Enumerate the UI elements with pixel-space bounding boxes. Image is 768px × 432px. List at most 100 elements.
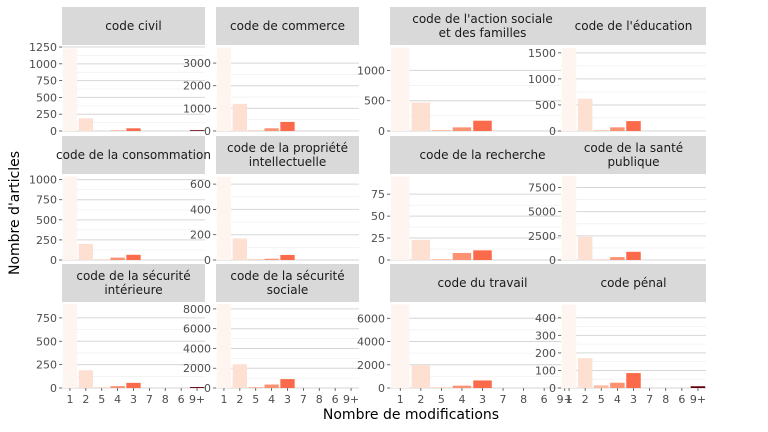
x-tick-label: 9+ [557,393,573,406]
bar [248,130,263,131]
bar [473,120,492,131]
x-tick-label: 6 [678,393,685,406]
y-tick-label: 300 [535,329,556,342]
y-tick-label: 1500 [528,47,556,60]
bar [561,304,577,388]
bar [110,130,125,131]
y-tick-label: 100 [535,364,556,377]
facet-title: code de l'éducation [575,19,693,33]
y-tick-label: 200 [190,229,211,242]
y-tick-label: 0 [204,254,211,267]
bar [189,130,205,131]
facet-strip [62,264,205,302]
bar [452,127,472,131]
facet-panel: code de la consommation 0 250 500 750 1000 [29,136,211,267]
bar [594,385,609,388]
y-tick-label: 0 [378,382,385,395]
x-tick-label: 5 [598,393,605,406]
y-tick-label: 500 [36,91,57,104]
bar [110,386,125,388]
y-tick-label: 500 [36,214,57,227]
bar [62,303,78,388]
y-tick-label: 2000 [183,80,211,93]
y-tick-label: 0 [378,125,385,138]
y-tick-label: 500 [364,95,385,108]
bar [62,176,78,260]
y-tick-label: 1000 [357,64,385,77]
x-tick-label: 7 [646,393,653,406]
y-tick-label: 0 [50,382,57,395]
facet-strip [62,7,205,45]
facet-title: code de la recherche [420,148,546,162]
y-tick-label: 8000 [183,303,211,316]
y-axis-title: Nombre d'articles [7,151,23,275]
facet-title: publique [607,155,659,169]
facet-title: intellectuelle [249,155,326,169]
bar [610,257,625,260]
y-tick-label: 0 [549,254,556,267]
y-tick-label: 200 [535,347,556,360]
bar [126,382,141,388]
x-tick-label: 3 [630,393,637,406]
y-tick-label: 7500 [528,182,556,195]
bar [577,98,593,131]
y-tick-label: 1000 [29,174,57,187]
facet-panel: code de commerce 0 1000 2000 3000 [183,7,359,138]
bar [690,386,706,388]
bar [280,379,295,388]
facet-title: et des familles [439,26,527,40]
y-tick-label: 4000 [183,342,211,355]
bar [411,239,431,260]
y-tick-label: 6000 [357,312,385,325]
x-tick-label: 2 [82,393,89,406]
facet-title: code de la sécurité [230,269,344,283]
facet-panel: code civil 0 250 500 750 1000 1250 [29,7,205,138]
facet-title: code pénal [600,276,666,290]
bar [432,387,451,388]
facet-strip [62,136,205,174]
x-tick-label: 1 [220,393,227,406]
y-tick-label: 1000 [183,102,211,115]
facet-strip [561,7,706,45]
bar [232,238,247,260]
bar [473,250,492,260]
x-tick-label: 1 [397,393,404,406]
x-tick-label: 2 [417,393,424,406]
bar [452,252,472,260]
facet-strip [216,7,359,45]
x-tick-label: 8 [162,393,169,406]
x-tick-label: 3 [284,393,291,406]
x-tick-label: 3 [479,393,486,406]
bar [391,176,410,260]
y-tick-label: 25 [371,232,385,245]
bar [561,175,577,260]
bar [432,259,451,260]
x-tick-label: 2 [582,393,589,406]
x-tick-label: 6 [178,393,185,406]
bar [232,103,247,131]
facet-title: code de la consommation [56,148,211,162]
bar [411,365,431,388]
y-tick-label: 3000 [183,57,211,70]
facet-title: sociale [267,283,309,297]
y-tick-label: 400 [190,203,211,216]
bar [189,387,205,388]
x-tick-label: 3 [130,393,137,406]
bar [561,47,577,131]
y-tick-label: 0 [204,125,211,138]
y-tick-label: 1000 [528,73,556,86]
plot-area [62,45,205,131]
facet-strip [216,264,359,302]
y-tick-label: 0 [549,125,556,138]
x-tick-label: 2 [236,393,243,406]
x-tick-label: 8 [316,393,323,406]
bar [78,118,93,131]
y-tick-label: 250 [36,359,57,372]
facet-strip [216,136,359,174]
bar [280,121,295,131]
y-tick-label: 5000 [528,206,556,219]
bar [473,380,492,388]
facet-title: code de la sécurité [76,269,190,283]
